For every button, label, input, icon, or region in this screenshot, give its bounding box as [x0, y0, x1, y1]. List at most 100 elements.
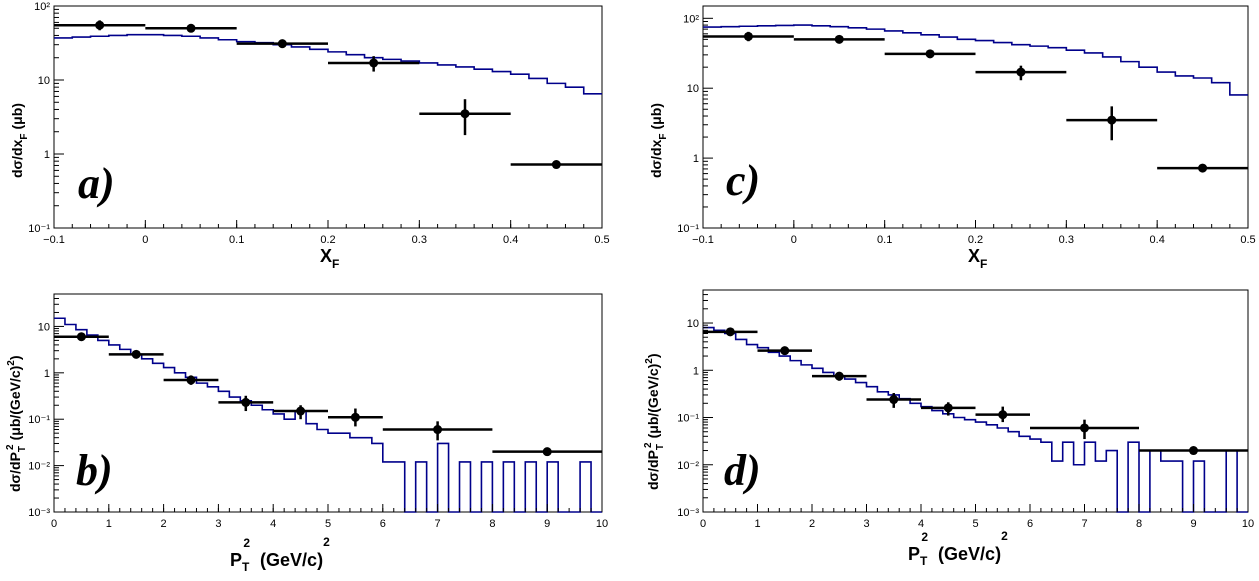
panel-b-xticks: 0 1 2 3 4 5 6 7 8 9 10	[51, 504, 608, 530]
data-point	[975, 65, 1067, 81]
x-tick-label: 0.4	[503, 234, 518, 246]
data-marker	[76, 332, 86, 342]
y-tick-label: 1	[693, 153, 699, 165]
x-tick-label: 0	[791, 234, 797, 246]
x-tick-label: 7	[435, 518, 441, 530]
data-point	[54, 20, 146, 31]
panel-d-marks	[703, 326, 1248, 513]
x-tick-label: 0	[700, 518, 706, 530]
data-marker	[241, 397, 251, 407]
data-marker	[542, 447, 552, 457]
x-tick-label: 7	[1081, 518, 1087, 530]
data-point	[328, 408, 383, 427]
panel-label: a)	[78, 159, 115, 208]
data-marker	[998, 410, 1008, 420]
data-point	[492, 447, 602, 457]
x-tick-label: 6	[1027, 518, 1033, 530]
data-point	[884, 49, 976, 59]
panel-b-yticks: 10⁻³ 10⁻² 10⁻¹ 1 10	[28, 293, 64, 519]
data-point	[1139, 446, 1248, 456]
panel-c: −0.1 0 0.1 0.2 0.3 0.4 0.5 10⁻¹ 1 10 10² c) XF dσ…	[648, 5, 1256, 271]
x-tick-label: −0.1	[43, 234, 65, 246]
x-tick-label: 0.3	[1059, 234, 1074, 246]
x-tick-label: 0	[51, 518, 57, 530]
data-marker	[1107, 115, 1117, 125]
y-tick-label: 10	[687, 83, 699, 95]
y-tick-label: 1	[44, 149, 50, 161]
x-tick-label: 2	[809, 518, 815, 530]
x-axis-title: XF	[320, 246, 339, 271]
panel-c-xticks: −0.1 0 0.1 0.2 0.3 0.4 0.5	[692, 220, 1256, 246]
data-point	[793, 34, 885, 44]
simulation-step-line	[703, 24, 1248, 96]
x-tick-label: 0.5	[1240, 234, 1255, 246]
y-axis-title: dσ/dPT2(μb/(GeV/c)2)	[5, 355, 28, 492]
panel-b-marks	[54, 317, 602, 513]
data-point	[236, 39, 328, 49]
panel-a-marks	[54, 20, 602, 170]
y-tick-label: 10	[687, 318, 699, 330]
data-marker	[186, 375, 196, 385]
x-tick-label: 1	[754, 518, 760, 530]
data-point	[975, 406, 1030, 423]
data-marker	[551, 160, 561, 170]
data-marker	[1189, 446, 1198, 456]
data-marker	[131, 349, 141, 359]
panel-c-marks	[703, 24, 1248, 173]
x-tick-label: 0.1	[229, 234, 244, 246]
data-marker	[725, 327, 735, 337]
panel-label: d)	[724, 446, 761, 495]
x-tick-label: 4	[918, 518, 924, 530]
plot-frame	[53, 5, 603, 229]
x-axis-title: XF	[968, 246, 987, 271]
data-point	[218, 395, 274, 412]
data-point	[703, 327, 758, 337]
data-point	[108, 349, 164, 359]
data-marker	[1016, 67, 1026, 77]
data-marker	[834, 371, 844, 381]
x-tick-label: 8	[489, 518, 495, 530]
x-tick-label: 3	[863, 518, 869, 530]
x-tick-label: 9	[544, 518, 550, 530]
panel-label: c)	[726, 156, 760, 205]
data-marker	[834, 34, 844, 44]
y-axis-title: dσ/dxF(μb)	[648, 103, 669, 178]
data-marker	[433, 425, 443, 435]
y-tick-label: 10²	[34, 1, 50, 13]
x-tick-label: 0.3	[412, 234, 427, 246]
x-axis-title: PT2(GeV/c)2	[908, 529, 1008, 568]
plot-frame	[702, 289, 1249, 513]
data-marker	[277, 39, 287, 49]
panel-d-yticks: 10⁻³ 10⁻² 10⁻¹ 1 10	[677, 289, 713, 519]
data-point	[757, 346, 812, 356]
y-tick-label: 10	[38, 75, 50, 87]
y-tick-label: 10⁻¹	[28, 223, 50, 235]
data-marker	[943, 403, 953, 413]
x-tick-label: 0.2	[968, 234, 983, 246]
x-tick-label: 0.4	[1150, 234, 1165, 246]
data-marker	[743, 31, 753, 41]
panel-c-yticks: 10⁻¹ 1 10 10²	[677, 13, 713, 235]
x-tick-label: 4	[270, 518, 276, 530]
panel-b: 0 1 2 3 4 5 6 7 8 9 10 10⁻³ 10⁻² 10⁻¹ 1 10 b) PT2(GeV/…	[5, 293, 608, 574]
data-marker	[186, 23, 196, 33]
x-tick-label: 8	[1136, 518, 1142, 530]
data-marker	[460, 109, 470, 119]
simulation-step-line	[54, 33, 602, 95]
data-marker	[1080, 423, 1089, 433]
data-point	[1066, 106, 1158, 141]
data-point	[921, 402, 976, 416]
x-tick-label: 5	[972, 518, 978, 530]
data-marker	[889, 395, 899, 405]
plot-frame	[53, 293, 603, 513]
x-tick-label: 0.1	[877, 234, 892, 246]
x-tick-label: 2	[161, 518, 167, 530]
x-tick-label: 0.5	[594, 234, 609, 246]
x-axis-title: PT2(GeV/c)2	[230, 535, 330, 574]
simulation-step-line	[54, 317, 602, 513]
data-point	[273, 405, 328, 420]
y-tick-label: 10⁻¹	[677, 223, 699, 235]
x-tick-label: 0	[142, 234, 148, 246]
panel-label: b)	[76, 446, 113, 495]
